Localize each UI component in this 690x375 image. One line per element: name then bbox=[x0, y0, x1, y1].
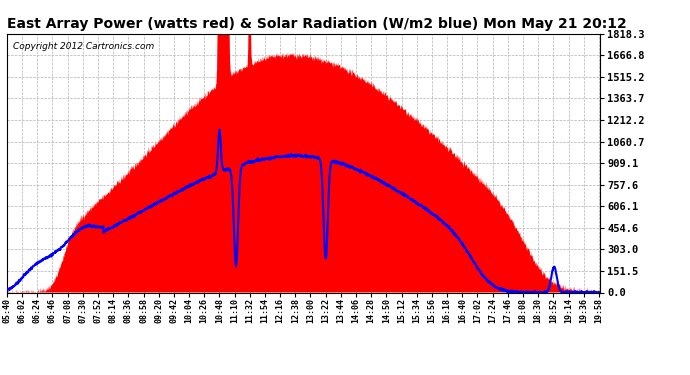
Text: Copyright 2012 Cartronics.com: Copyright 2012 Cartronics.com bbox=[13, 42, 154, 51]
Text: East Array Power (watts red) & Solar Radiation (W/m2 blue) Mon May 21 20:12: East Array Power (watts red) & Solar Rad… bbox=[7, 17, 627, 31]
